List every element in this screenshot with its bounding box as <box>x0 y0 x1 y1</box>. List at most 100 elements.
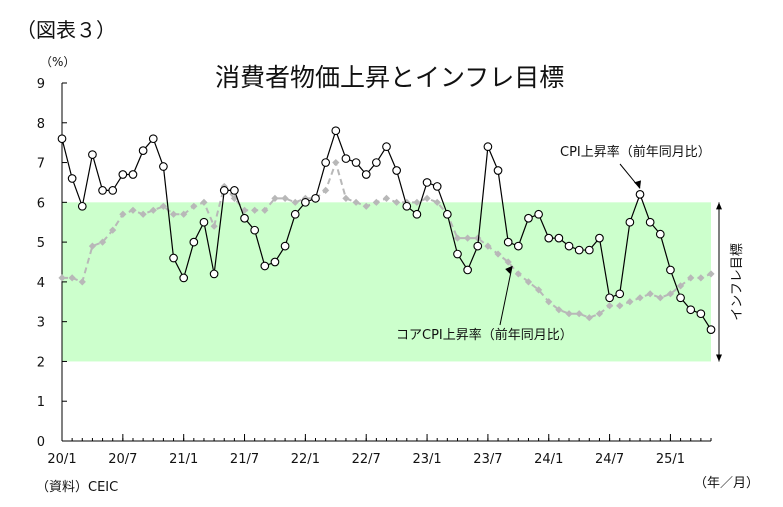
cpi-marker <box>270 257 280 267</box>
y-tick-label: 5 <box>37 236 45 251</box>
core-cpi-marker <box>68 274 76 282</box>
x-tick-label: 22/1 <box>291 452 320 467</box>
x-tick-label: 20/1 <box>47 452 76 467</box>
cpi-marker <box>686 305 696 315</box>
x-axis-unit: （年／月） <box>694 476 760 491</box>
core-cpi-marker <box>545 298 553 306</box>
cpi-marker <box>219 186 229 195</box>
x-tick-label: 22/7 <box>352 452 381 467</box>
target-bracket-arrow-up <box>716 202 722 210</box>
target-band-layer <box>62 202 711 362</box>
core-cpi-marker <box>332 158 340 167</box>
cpi-marker <box>361 170 371 179</box>
cpi-marker <box>88 150 97 159</box>
cpi-marker <box>159 162 168 171</box>
cpi-marker <box>108 186 118 195</box>
cpi-marker <box>564 241 574 251</box>
core-cpi-marker <box>535 286 543 294</box>
cpi-marker <box>605 293 614 303</box>
core-cpi-marker <box>169 210 178 218</box>
core-cpi-marker <box>453 234 462 242</box>
core-cpi-marker <box>88 242 97 250</box>
core-cpi-marker <box>646 290 654 298</box>
cpi-marker <box>676 293 685 303</box>
cpi-marker <box>432 182 442 191</box>
cpi-marker <box>290 209 300 219</box>
core-cpi-marker <box>210 222 218 230</box>
target-band <box>62 202 711 362</box>
core-cpi-marker <box>362 202 370 210</box>
core-cpi-marker <box>352 198 360 206</box>
core-cpi-marker <box>291 198 299 206</box>
core-cpi-marker <box>129 206 137 214</box>
cpi-marker <box>341 154 351 163</box>
core-cpi-marker <box>139 210 147 218</box>
cpi-marker <box>554 233 564 243</box>
core-label-arrow <box>499 265 513 326</box>
core-cpi-marker <box>697 274 705 282</box>
x-tick-label: 21/1 <box>169 452 198 467</box>
cpi-marker <box>402 201 412 211</box>
x-tick-label: 24/1 <box>534 452 563 467</box>
cpi-marker <box>199 217 209 227</box>
core-cpi-marker <box>261 206 269 214</box>
cpi-marker <box>625 217 635 227</box>
cpi-marker <box>128 170 138 179</box>
cpi-marker <box>655 229 665 239</box>
cpi-marker <box>331 126 341 136</box>
cpi-marker <box>209 269 219 279</box>
core-series-label: コアCPI上昇率（前年同月比） <box>396 327 573 343</box>
cpi-marker <box>544 233 554 243</box>
core-cpi-marker <box>58 274 66 282</box>
core-cpi-marker <box>676 282 685 290</box>
core-cpi-marker <box>322 186 330 194</box>
cpi-marker <box>169 253 178 263</box>
cpi-marker <box>321 158 331 167</box>
source-note: （資料）CEIC <box>36 480 119 495</box>
cpi-marker <box>645 217 655 227</box>
cpi-marker <box>493 166 503 175</box>
core-cpi-marker <box>626 298 634 306</box>
core-cpi-marker <box>474 234 482 242</box>
figure-label: （図表３） <box>16 18 116 42</box>
core-cpi-marker <box>514 270 522 278</box>
y-tick-label: 0 <box>37 435 45 450</box>
y-tick-label: 6 <box>37 196 45 211</box>
y-axis-unit: （%） <box>40 55 76 69</box>
cpi-marker <box>230 186 239 195</box>
core-cpi-marker <box>433 198 441 206</box>
cpi-marker <box>77 201 87 211</box>
core-cpi-marker <box>98 238 107 246</box>
core-cpi-marker <box>271 194 279 202</box>
cpi-marker <box>351 158 361 167</box>
core-cpi-marker <box>372 198 380 206</box>
core-cpi-marker <box>109 226 117 234</box>
core-cpi-marker <box>119 210 127 218</box>
cpi-marker <box>148 134 158 144</box>
core-cpi-marker <box>393 198 401 206</box>
core-cpi-marker <box>707 270 715 278</box>
cpi-marker <box>392 166 401 175</box>
core-cpi-marker <box>342 194 350 202</box>
cpi-marker <box>422 178 432 187</box>
annotation-layer: インフレ目標 CPI上昇率（前年同月比） コアCPI上昇率（前年同月比） <box>396 144 745 362</box>
core-cpi-marker <box>636 294 644 302</box>
cpi-marker <box>615 289 625 299</box>
cpi-marker <box>412 209 422 219</box>
cpi-marker <box>463 265 472 275</box>
core-cpi-marker <box>575 310 583 318</box>
core-cpi-marker <box>585 314 593 322</box>
cpi-marker <box>301 197 310 207</box>
cpi-marker <box>250 225 260 235</box>
cpi-marker <box>118 170 128 179</box>
cpi-label-arrowhead <box>634 180 642 189</box>
series-layer <box>57 126 716 334</box>
y-tick-label: 3 <box>37 316 45 331</box>
core-cpi-marker <box>159 202 168 210</box>
cpi-marker <box>635 190 645 199</box>
cpi-marker <box>706 325 716 334</box>
cpi-marker <box>382 142 391 151</box>
core-cpi-marker <box>251 206 259 214</box>
cpi-marker <box>57 134 67 144</box>
core-cpi-marker <box>180 210 188 218</box>
